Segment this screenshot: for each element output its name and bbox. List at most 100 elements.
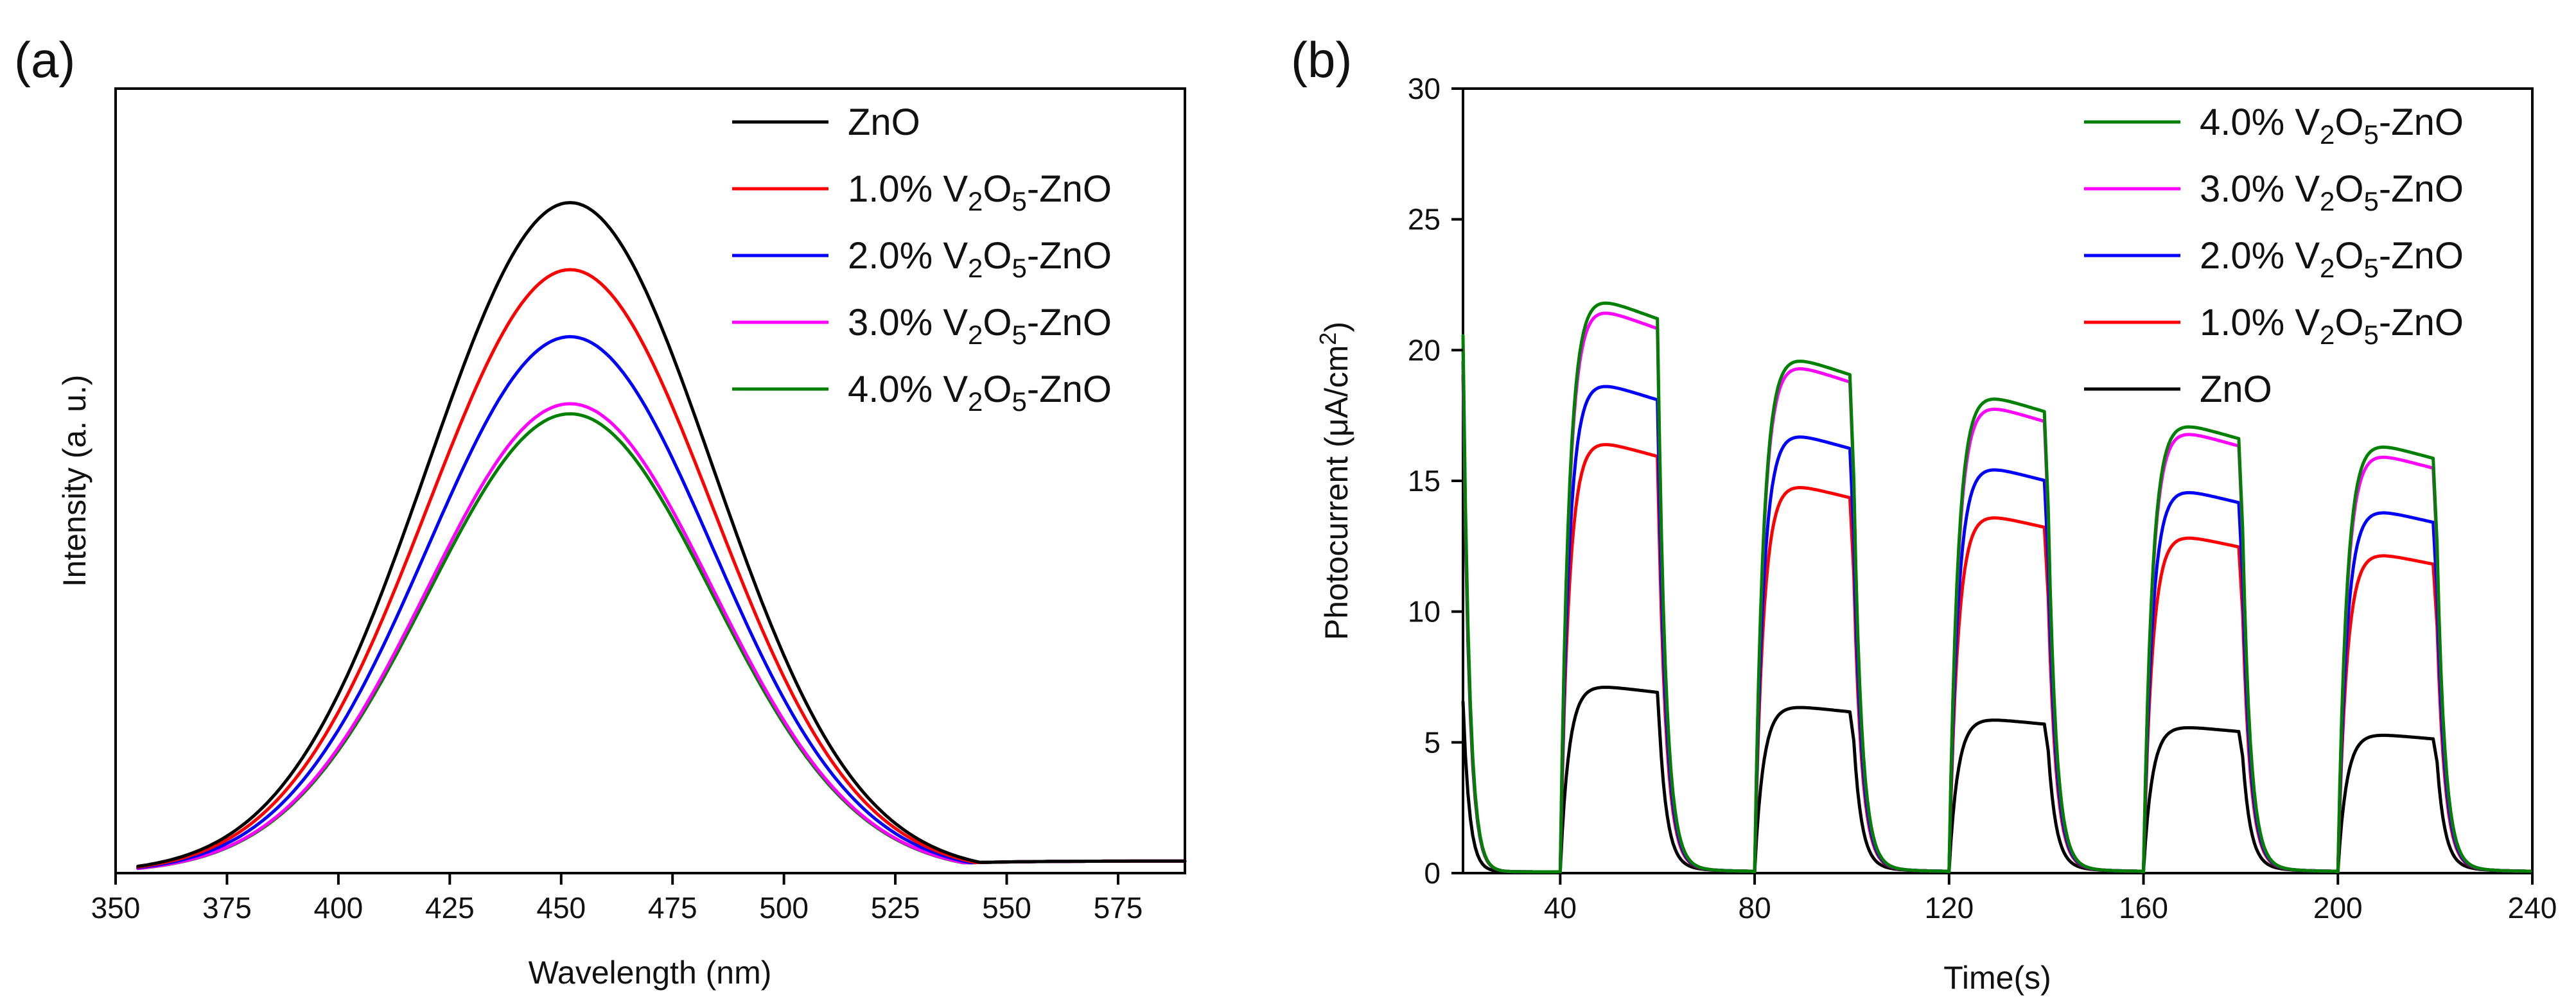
legend-subscript: 2 <box>2320 186 2335 216</box>
panel-b-series-line-1 <box>1461 311 2532 874</box>
legend-text-suffix: -ZnO <box>2379 168 2464 210</box>
legend-subscript: 2 <box>968 253 983 283</box>
legend-subscript: 2 <box>2320 119 2335 150</box>
ylabel-close: ) <box>1319 322 1354 333</box>
legend-subscript: 2 <box>2320 320 2335 350</box>
panel-b-y-axis-title: Photocurrent (μA/cm2) <box>1315 322 1354 640</box>
panel-a-series-line-3 <box>136 402 1187 871</box>
panel-a-series-line-1 <box>136 268 1187 869</box>
legend-subscript: 2 <box>968 386 983 417</box>
legend-text-prefix: ZnO <box>848 101 920 143</box>
panel-a-series-line-2 <box>136 334 1187 870</box>
legend-text-mid: O <box>983 168 1012 210</box>
panel-b-series-line-4 <box>1461 686 2532 874</box>
panel-b-y-tick-label: 0 <box>1424 856 1441 890</box>
legend-subscript: 2 <box>2320 253 2335 283</box>
panel-b-series-line-0 <box>1461 301 2532 874</box>
panel-b-label: (b) <box>1291 31 1352 88</box>
panel-b-x-tick-label: 120 <box>1924 891 1974 924</box>
legend-subscript: 5 <box>2363 253 2378 283</box>
panel-a-series-group <box>136 201 1187 871</box>
panel-b-x-axis-title: Time(s) <box>1943 960 2051 996</box>
legend-text-suffix: -ZnO <box>2379 101 2464 143</box>
legend-text-mid: O <box>2335 235 2363 277</box>
legend-subscript: 5 <box>1012 186 1026 216</box>
panel-a-label: (a) <box>14 31 75 88</box>
panel-b-x-ticks: 40 80 120 160 200 240 <box>1544 873 2557 924</box>
legend-text-suffix: -ZnO <box>2379 235 2464 277</box>
panel-a-x-tick-label: 575 <box>1094 891 1143 924</box>
panel-b-y-tick-label: 25 <box>1408 203 1441 236</box>
panel-b-y-tick-label: 30 <box>1408 72 1441 105</box>
legend-text-prefix: 4.0% V <box>2200 101 2320 143</box>
legend-text-prefix: 4.0% V <box>848 369 968 410</box>
panel-a-series-line-0 <box>136 201 1187 868</box>
panel-a-x-tick-label: 550 <box>982 891 1031 924</box>
panel-b-x-tick-label: 80 <box>1739 891 1771 924</box>
legend-text-suffix: -ZnO <box>1027 369 1112 410</box>
panel-b-legend-label-0: 4.0% V2O5-ZnO <box>2200 101 2464 150</box>
legend-text-mid: O <box>983 369 1012 410</box>
ylabel-main: Photocurrent (μA/cm <box>1319 345 1354 641</box>
legend-subscript: 5 <box>2363 186 2378 216</box>
panel-a-legend-label-3: 3.0% V2O5-ZnO <box>848 302 1112 350</box>
legend-subscript: 5 <box>2363 119 2378 150</box>
legend-subscript: 5 <box>2363 320 2378 350</box>
panel-a-x-tick-label: 500 <box>759 891 809 924</box>
legend-text-prefix: 2.0% V <box>2200 235 2320 277</box>
panel-a-x-tick-label: 375 <box>202 891 252 924</box>
panel-a-legend-label-4: 4.0% V2O5-ZnO <box>848 369 1112 417</box>
panel-b-y-tick-label: 10 <box>1408 595 1441 629</box>
legend-text-suffix: -ZnO <box>1027 302 1112 343</box>
panel-a-x-tick-label: 425 <box>425 891 475 924</box>
panel-a: (a) 350 375 400 425 450 475 500 525 550 575 Wavel… <box>14 31 1187 991</box>
panel-b-x-tick-label: 160 <box>2119 891 2168 924</box>
legend-text-mid: O <box>2335 168 2363 210</box>
legend-subscript: 5 <box>1012 320 1026 350</box>
panel-a-x-ticks: 350 375 400 425 450 475 500 525 550 575 <box>91 873 1143 924</box>
legend-subscript: 5 <box>1012 386 1026 417</box>
panel-a-x-tick-label: 400 <box>314 891 364 924</box>
panel-a-x-tick-label: 525 <box>871 891 920 924</box>
panel-b-legend-label-1: 3.0% V2O5-ZnO <box>2200 168 2464 216</box>
ylabel-superscript: 2 <box>1315 333 1341 345</box>
panel-b-y-tick-label: 20 <box>1408 333 1441 367</box>
legend-subscript: 5 <box>1012 253 1026 283</box>
legend-text-prefix: 3.0% V <box>848 302 968 343</box>
panel-a-legend-label-1: 1.0% V2O5-ZnO <box>848 168 1112 216</box>
panel-a-x-tick-label: 475 <box>648 891 697 924</box>
panel-b-legend-label-4: ZnO <box>2200 369 2272 410</box>
legend-text-prefix: 3.0% V <box>2200 168 2320 210</box>
panel-b-x-tick-label: 240 <box>2508 891 2557 924</box>
legend-text-mid: O <box>2335 302 2363 343</box>
panel-b-series-line-2 <box>1461 360 2532 874</box>
panel-a-x-tick-label: 450 <box>536 891 586 924</box>
legend-text-mid: O <box>983 235 1012 277</box>
panel-a-x-axis-title: Wavelength (nm) <box>529 955 772 991</box>
panel-b-legend-label-3: 1.0% V2O5-ZnO <box>2200 302 2464 350</box>
legend-text-mid: O <box>983 302 1012 343</box>
panel-a-plot-frame <box>114 87 1186 874</box>
legend-text-prefix: 1.0% V <box>848 168 968 210</box>
legend-text-prefix: ZnO <box>2200 369 2272 410</box>
legend-text-suffix: -ZnO <box>1027 168 1112 210</box>
legend-subscript: 2 <box>968 186 983 216</box>
panel-b-series-group <box>1461 301 2532 874</box>
legend-subscript: 2 <box>968 320 983 350</box>
legend-text-prefix: 1.0% V <box>2200 302 2320 343</box>
panel-b-legend-label-2: 2.0% V2O5-ZnO <box>2200 235 2464 283</box>
legend-text-suffix: -ZnO <box>2379 302 2464 343</box>
panel-a-legend-label-2: 2.0% V2O5-ZnO <box>848 235 1112 283</box>
panel-a-legend-label-0: ZnO <box>848 101 920 143</box>
legend-text-mid: O <box>2335 101 2363 143</box>
panel-b-x-tick-label: 200 <box>2313 891 2363 924</box>
panel-b-y-tick-label: 5 <box>1424 725 1441 759</box>
panel-a-x-tick-label: 350 <box>91 891 141 924</box>
panel-b-series-line-3 <box>1461 373 2532 874</box>
panel-b-x-tick-label: 40 <box>1544 891 1577 924</box>
legend-text-suffix: -ZnO <box>1027 235 1112 277</box>
